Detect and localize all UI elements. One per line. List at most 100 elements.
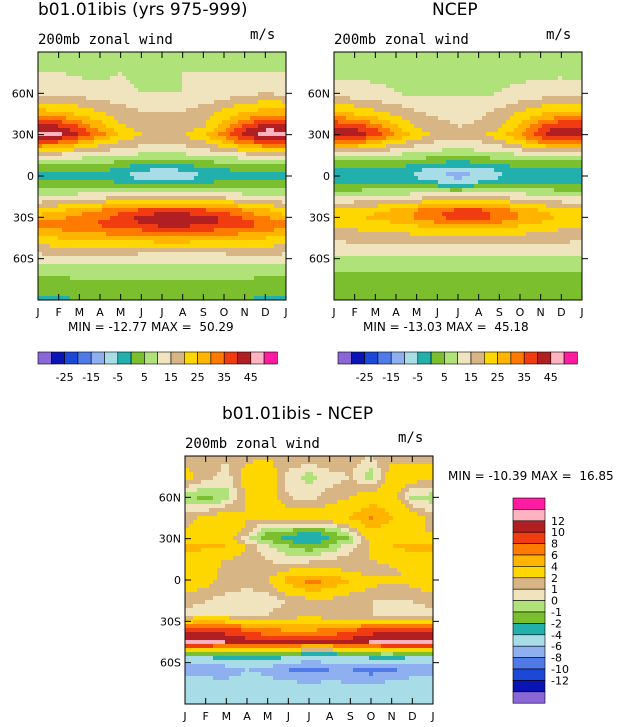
heatmap-cell — [282, 196, 286, 201]
heatmap-cell — [494, 72, 499, 77]
heatmap-cell — [170, 264, 175, 269]
heatmap-cell — [158, 232, 163, 237]
heatmap-cell — [426, 56, 431, 61]
heatmap-cell — [118, 192, 123, 197]
heatmap-cell — [166, 200, 171, 205]
heatmap-cell — [270, 292, 275, 297]
heatmap-cell — [182, 160, 187, 165]
heatmap-cell — [106, 224, 111, 229]
heatmap-cell — [118, 224, 123, 229]
heatmap-cell — [190, 164, 195, 169]
heatmap-cell — [250, 284, 255, 289]
heatmap-cell — [210, 172, 215, 177]
heatmap-cell — [54, 84, 59, 89]
heatmap-cell — [162, 216, 167, 221]
heatmap-cell — [274, 284, 279, 289]
heatmap-cell — [86, 272, 91, 277]
heatmap-cell — [158, 240, 163, 245]
heatmap-cell — [110, 196, 115, 201]
heatmap-cell — [42, 236, 47, 241]
heatmap-cell — [166, 204, 171, 209]
heatmap-cell — [198, 100, 203, 105]
heatmap-cell — [258, 292, 263, 297]
heatmap-cell — [262, 144, 267, 149]
heatmap-cell — [198, 128, 203, 133]
heatmap-cell — [414, 92, 419, 97]
heatmap-cell — [106, 80, 111, 85]
heatmap-cell — [142, 232, 147, 237]
heatmap-cell — [194, 136, 199, 141]
heatmap-cell — [494, 80, 499, 85]
heatmap-cell — [210, 164, 215, 169]
heatmap-cell — [174, 184, 179, 189]
heatmap-cell — [50, 104, 55, 109]
heatmap-cell — [522, 104, 527, 109]
heatmap-cell — [198, 188, 203, 193]
heatmap-cell — [478, 76, 483, 81]
heatmap-cell — [46, 80, 51, 85]
heatmap-cell — [206, 204, 211, 209]
heatmap-cell — [178, 84, 183, 89]
heatmap-cell — [50, 120, 55, 125]
heatmap-cell — [174, 172, 179, 177]
heatmap-cell — [86, 136, 91, 141]
heatmap-cell — [198, 288, 203, 293]
heatmap-cell — [506, 92, 511, 97]
heatmap-cell — [186, 164, 191, 169]
heatmap-cell — [90, 52, 95, 57]
heatmap-cell — [86, 288, 91, 293]
heatmap-cell — [206, 212, 211, 217]
heatmap-cell — [510, 116, 515, 121]
heatmap-cell — [222, 188, 227, 193]
heatmap-cell — [350, 92, 355, 97]
heatmap-cell — [402, 108, 407, 113]
heatmap-cell — [510, 100, 515, 105]
heatmap-cell — [206, 92, 211, 97]
heatmap-cell — [98, 148, 103, 153]
heatmap-cell — [182, 240, 187, 245]
heatmap-cell — [254, 128, 259, 133]
heatmap-cell — [150, 256, 155, 261]
heatmap-cell — [38, 80, 43, 85]
heatmap-cell — [198, 244, 203, 249]
heatmap-cell — [74, 240, 79, 245]
heatmap-cell — [274, 92, 279, 97]
heatmap-cell — [406, 120, 411, 125]
heatmap-cell — [446, 68, 451, 73]
heatmap-cell — [138, 224, 143, 229]
heatmap-cell — [282, 284, 286, 289]
heatmap-cell — [138, 160, 143, 165]
heatmap-cell — [134, 156, 139, 161]
heatmap-cell — [126, 232, 131, 237]
heatmap-cell — [210, 156, 215, 161]
heatmap-cell — [226, 92, 231, 97]
heatmap-cell — [122, 112, 127, 117]
heatmap-cell — [390, 76, 395, 81]
heatmap-cell — [174, 228, 179, 233]
x-tick-label: A — [179, 306, 187, 319]
heatmap-cell — [258, 160, 263, 165]
heatmap-cell — [398, 104, 403, 109]
heatmap-cell — [170, 268, 175, 273]
heatmap-cell — [218, 132, 223, 137]
heatmap-cell — [454, 68, 459, 73]
heatmap-cell — [146, 260, 151, 265]
heatmap-cell — [198, 116, 203, 121]
heatmap-cell — [502, 80, 507, 85]
heatmap-cell — [190, 124, 195, 129]
heatmap-cell — [194, 188, 199, 193]
heatmap-cell — [250, 176, 255, 181]
heatmap-cell — [146, 220, 151, 225]
heatmap-cell — [242, 88, 247, 93]
heatmap-cell — [374, 52, 379, 57]
heatmap-cell — [554, 108, 559, 113]
heatmap-cell — [150, 148, 155, 153]
heatmap-cell — [198, 76, 203, 81]
heatmap-cell — [462, 64, 467, 69]
heatmap-cell — [122, 80, 127, 85]
heatmap-cell — [74, 172, 79, 177]
heatmap-cell — [250, 232, 255, 237]
heatmap-cell — [430, 56, 435, 61]
heatmap-cell — [58, 212, 63, 217]
heatmap-cell — [266, 172, 271, 177]
